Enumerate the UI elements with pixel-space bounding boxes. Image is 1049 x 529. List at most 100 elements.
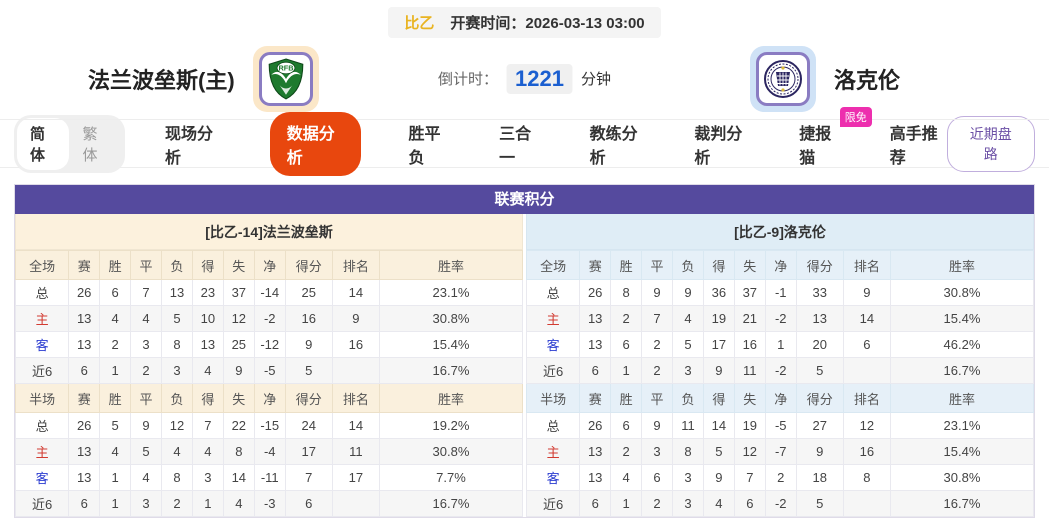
- stat-cell: 12: [161, 412, 193, 439]
- row-label: 客: [14, 464, 70, 491]
- away-table-title: [比乙-9]洛克伦: [526, 214, 1034, 250]
- stat-cell: 3: [130, 490, 162, 517]
- home-team-logo: RFB: [252, 45, 319, 112]
- stat-cell: 14: [842, 305, 891, 332]
- tab-referee-analysis[interactable]: 裁判分析: [694, 125, 743, 167]
- stat-cell: -5: [764, 412, 797, 439]
- stat-cell: 16: [331, 331, 380, 358]
- stat-cell: 20: [795, 331, 844, 358]
- away-standings-table: [比乙-9]洛克伦 全场赛胜平负得失净得分 排名 胜率 总 26 8 9 9 36 37 -1 33…: [525, 214, 1035, 517]
- stat-cell: 5: [284, 357, 333, 384]
- stat-cell: 23.1%: [889, 412, 1035, 439]
- away-fulltime-header: 全场赛胜平负得失净得分 排名 胜率: [525, 250, 1035, 280]
- home-halftime-rows: 总 26 5 9 12 7 22 -15 24 14 19.2% 主 13 4 5 4 4 8 -4 17 11 30.8…: [14, 412, 524, 517]
- stat-cell: -2: [764, 357, 797, 384]
- stat-cell: 33: [795, 279, 844, 306]
- stat-cell: 6: [733, 490, 766, 517]
- home-fulltime-header: 全场赛胜平负得失净得分 排名 胜率: [14, 250, 524, 280]
- stat-cell: 2: [641, 357, 673, 384]
- stat-cell: 6: [99, 279, 132, 306]
- column-header: 得分: [284, 383, 333, 413]
- stat-cell: 4: [191, 438, 224, 465]
- stat-cell: 1: [99, 464, 132, 491]
- countdown-label: 倒计时：: [438, 71, 499, 88]
- tab-coach-analysis[interactable]: 教练分析: [589, 125, 638, 167]
- stat-cell: 5: [795, 490, 844, 517]
- stat-cell: 27: [795, 412, 844, 439]
- table-row: 主 13 4 4 5 10 12 -2 16 9 30.8%: [14, 305, 524, 332]
- tab-live-analysis[interactable]: 现场分析: [164, 125, 213, 167]
- tab-data-analysis[interactable]: 数据分析: [269, 111, 361, 176]
- away-team-group: 洛克伦: [750, 45, 900, 112]
- language-toggle[interactable]: 简体 繁体: [14, 114, 125, 173]
- lang-simplified[interactable]: 简体: [17, 117, 70, 170]
- recent-trends-button[interactable]: 近期盘路: [946, 115, 1035, 172]
- column-header: 平: [641, 383, 673, 413]
- stat-cell: -1: [764, 279, 797, 306]
- stat-cell: 2: [99, 331, 132, 358]
- kickoff-datetime: 2026-03-13 03:00: [525, 15, 645, 32]
- column-header: 平: [130, 383, 162, 413]
- column-header: 排名: [842, 383, 891, 413]
- stat-cell: 6: [68, 490, 101, 517]
- stat-cell: 15.4%: [378, 331, 524, 358]
- league-badge: 比乙: [404, 15, 435, 32]
- column-header: 净: [764, 383, 797, 413]
- tab-jiebao-label: 捷报猫: [799, 125, 832, 167]
- stat-cell: 24: [284, 412, 333, 439]
- stat-cell: 12: [733, 438, 766, 465]
- stat-cell: 16.7%: [378, 357, 524, 384]
- stat-cell: 8: [672, 438, 704, 465]
- row-label: 客: [525, 331, 581, 358]
- stat-cell: 14: [222, 464, 255, 491]
- stat-cell: -14: [253, 279, 286, 306]
- column-header: 赛: [579, 250, 612, 280]
- stat-cell: [842, 490, 891, 517]
- column-header: 净: [764, 250, 797, 280]
- column-header: 半场: [14, 383, 70, 413]
- stat-cell: 46.2%: [889, 331, 1035, 358]
- stat-cell: 5: [795, 357, 844, 384]
- column-header: 平: [641, 250, 673, 280]
- standings-title: 联赛积分: [15, 185, 1034, 214]
- home-stats-table: 全场赛胜平负得失净得分 排名 胜率 总 26 6 7 13 23 37 -14 25 14 23.1% 主…: [14, 250, 524, 517]
- stat-cell: 16.7%: [889, 357, 1035, 384]
- lang-traditional[interactable]: 繁体: [82, 125, 98, 164]
- tab-three-in-one[interactable]: 三合一: [499, 125, 532, 167]
- column-header: 净: [253, 250, 286, 280]
- stat-cell: 11: [331, 438, 380, 465]
- stat-cell: 25: [222, 331, 255, 358]
- stat-cell: 6: [641, 464, 673, 491]
- stat-cell: 4: [161, 438, 193, 465]
- row-label: 总: [525, 279, 581, 306]
- tab-win-draw-lose[interactable]: 胜平负: [408, 125, 441, 167]
- standings-halves: [比乙-14]法兰波垒斯 全场赛胜平负得失净得分 排名 胜率 总 26 6 7 13 23 37…: [14, 214, 1035, 517]
- stat-cell: 17: [331, 464, 380, 491]
- stat-cell: 14: [331, 412, 380, 439]
- stat-cell: 14: [702, 412, 735, 439]
- stat-cell: 9: [641, 412, 673, 439]
- table-row: 客 13 1 4 8 3 14 -11 7 17 7.7%: [14, 464, 524, 491]
- tab-jiebao-cat[interactable]: 捷报猫 限免: [799, 106, 872, 168]
- stat-cell: 2: [610, 438, 643, 465]
- stat-cell: 37: [222, 279, 255, 306]
- home-team-group: 法兰波垒斯(主) RFB: [88, 45, 319, 112]
- stat-cell: 19: [733, 412, 766, 439]
- stat-cell: 4: [99, 438, 132, 465]
- row-label: 客: [525, 464, 581, 491]
- stat-cell: 30.8%: [889, 464, 1035, 491]
- column-header: 负: [161, 383, 193, 413]
- column-header: 全场: [525, 250, 581, 280]
- stat-cell: -4: [253, 438, 286, 465]
- stat-cell: 9: [331, 305, 380, 332]
- stat-cell: 9: [795, 438, 844, 465]
- stat-cell: 1: [764, 331, 797, 358]
- column-header: 半场: [525, 383, 581, 413]
- countdown: 倒计时： 1221 分钟: [438, 63, 611, 94]
- tab-expert-picks[interactable]: 高手推荐: [889, 125, 938, 167]
- stat-cell: 2: [641, 331, 673, 358]
- stat-cell: 13: [68, 464, 101, 491]
- column-header: 排名: [842, 250, 891, 280]
- column-header: 赛: [68, 383, 101, 413]
- stat-cell: 9: [222, 357, 255, 384]
